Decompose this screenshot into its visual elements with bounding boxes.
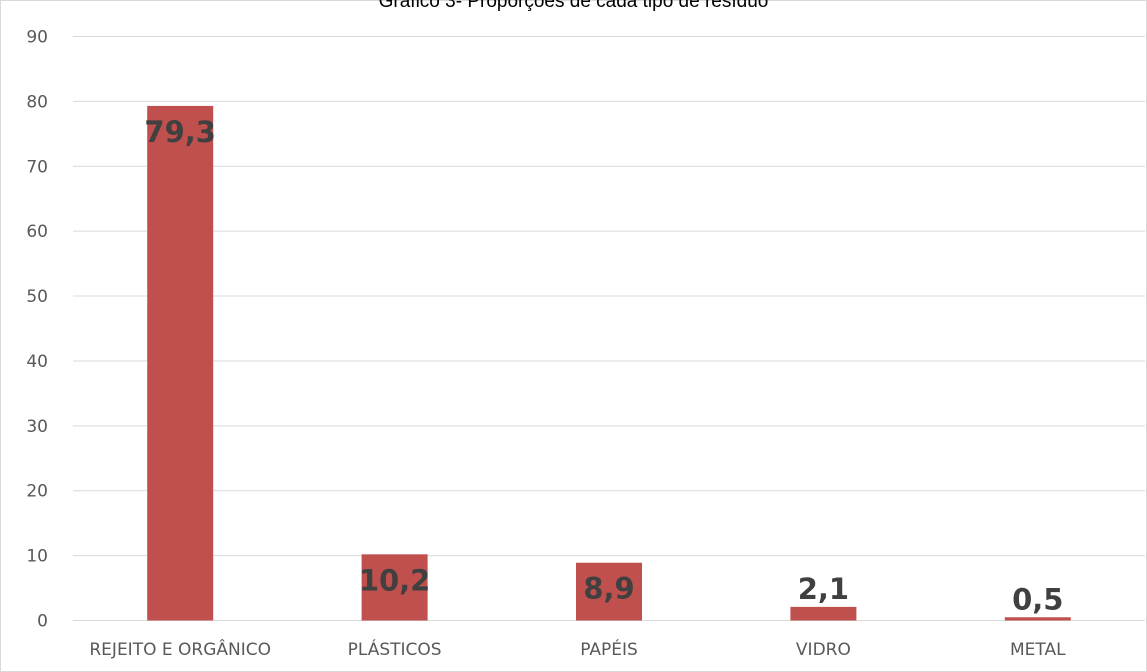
data-label: 8,9 xyxy=(583,572,634,606)
y-tick-label: 70 xyxy=(26,157,48,177)
bar xyxy=(147,105,214,621)
y-tick-label: 80 xyxy=(26,92,48,112)
y-tick-label: 60 xyxy=(26,222,48,242)
x-category-label: METAL xyxy=(1010,640,1066,660)
bar xyxy=(576,562,642,621)
x-category-label: VIDRO xyxy=(796,640,851,660)
chart-title: Gráfico 3- Proporções de cada tipo de re… xyxy=(378,0,769,12)
bar xyxy=(361,554,428,621)
bar xyxy=(1004,617,1071,621)
data-label: 0,5 xyxy=(1012,582,1063,616)
x-axis-categories: REJEITO E ORGÂNICO PLÁSTICOS PAPÉIS VIDRO ME… xyxy=(89,638,1066,660)
data-label: 2,1 xyxy=(798,572,849,606)
gridlines xyxy=(73,36,1145,621)
data-label: 79,3 xyxy=(144,115,216,149)
y-tick-label: 40 xyxy=(26,352,48,372)
y-tick-label: 50 xyxy=(26,287,48,307)
data-label: 10,2 xyxy=(359,563,431,597)
bar xyxy=(790,606,857,621)
y-tick-label: 30 xyxy=(26,417,48,437)
y-tick-label: 0 xyxy=(37,612,48,632)
bars xyxy=(147,105,1071,621)
x-category-label: REJEITO E ORGÂNICO xyxy=(89,638,271,660)
y-axis-ticks: 0 10 20 30 40 50 60 70 80 90 xyxy=(26,28,48,632)
y-tick-label: 10 xyxy=(26,547,48,567)
y-tick-label: 20 xyxy=(26,482,48,502)
x-category-label: PLÁSTICOS xyxy=(348,638,442,660)
data-labels: 79,3 10,2 8,9 2,1 0,5 xyxy=(144,115,1063,616)
y-tick-label: 90 xyxy=(26,28,48,48)
x-category-label: PAPÉIS xyxy=(580,638,638,660)
